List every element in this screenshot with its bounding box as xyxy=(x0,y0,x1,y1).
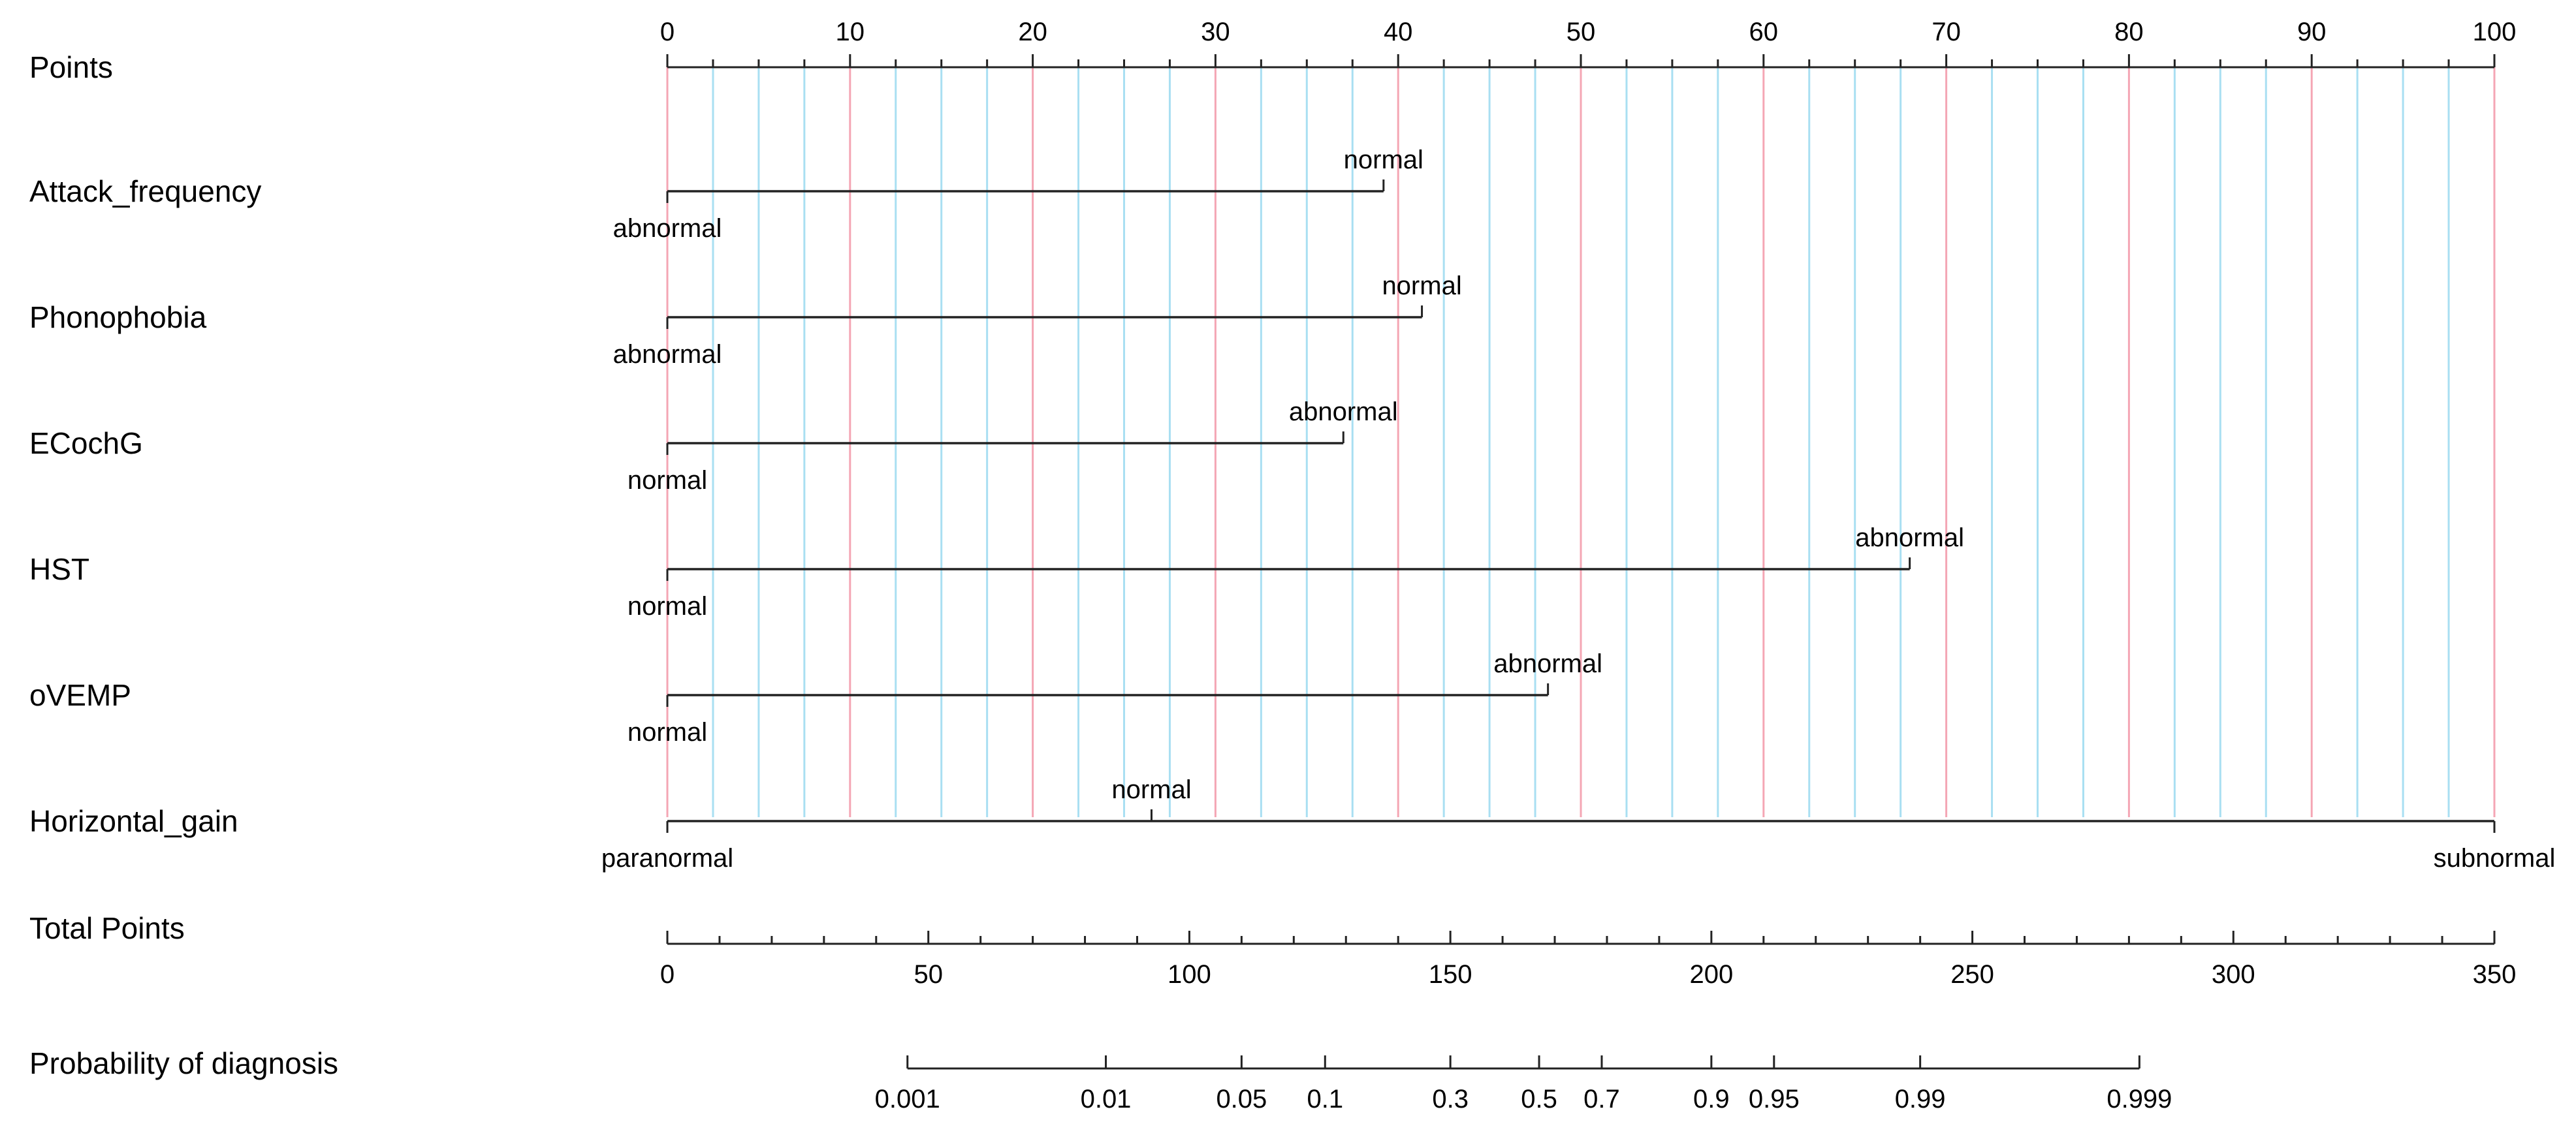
total-tick-label: 200 xyxy=(1689,960,1733,989)
total-tick-label: 100 xyxy=(1168,960,1211,989)
points-tick-label: 100 xyxy=(2473,18,2517,46)
points-tick-label: 30 xyxy=(1201,18,1230,46)
probability-tick-label: 0.99 xyxy=(1895,1085,1946,1114)
total-tick-label: 150 xyxy=(1429,960,1472,989)
row-label-probability: Probability of diagnosis xyxy=(29,1046,338,1080)
level-label: subnormal xyxy=(2434,844,2556,873)
row-label-points: Points xyxy=(29,50,113,84)
probability-tick-label: 0.01 xyxy=(1081,1085,1132,1114)
total-tick-label: 0 xyxy=(660,960,675,989)
level-label: normal xyxy=(628,592,707,621)
row-labels: Points Attack_frequency Phonophobia ECochG H… xyxy=(29,50,338,1080)
points-axis: 0 10 20 30 40 50 60 70 80 90 100 xyxy=(660,18,2517,69)
row-label-variable: ECochG xyxy=(29,426,143,460)
probability-tick-label: 0.9 xyxy=(1693,1085,1730,1114)
points-tick-label: 60 xyxy=(1749,18,1779,46)
level-label: normal xyxy=(628,718,707,747)
probability-tick-label: 0.3 xyxy=(1432,1085,1469,1114)
level-label: abnormal xyxy=(1289,397,1398,426)
points-tick-label: 90 xyxy=(2297,18,2327,46)
level-label: normal xyxy=(1344,146,1423,174)
level-label: abnormal xyxy=(613,214,722,243)
row-label-variable: Horizontal_gain xyxy=(29,804,238,838)
probability-tick-label: 0.1 xyxy=(1307,1085,1343,1114)
probability-tick-label: 0.7 xyxy=(1583,1085,1620,1114)
probability-axis: 0.001 0.01 0.05 0.1 0.3 0.5 0.7 0.9 0.95 0.99 0.99… xyxy=(875,1055,2172,1114)
level-label: paranormal xyxy=(601,844,733,873)
row-label-variable: HST xyxy=(29,552,89,586)
probability-tick-label: 0.05 xyxy=(1216,1085,1267,1114)
total-tick-label: 300 xyxy=(2212,960,2255,989)
probability-tick-label: 0.999 xyxy=(2107,1085,2172,1114)
points-tick-label: 70 xyxy=(1932,18,1961,46)
points-tick-label: 0 xyxy=(660,18,675,46)
probability-tick-label: 0.5 xyxy=(1521,1085,1557,1114)
points-tick-label: 50 xyxy=(1566,18,1596,46)
probability-tick-label: 0.95 xyxy=(1749,1085,1800,1114)
total-tick-label: 250 xyxy=(1950,960,1994,989)
points-tick-label: 10 xyxy=(836,18,865,46)
row-label-variable: oVEMP xyxy=(29,678,131,712)
probability-tick-label: 0.001 xyxy=(875,1085,940,1114)
total-tick-label: 350 xyxy=(2473,960,2517,989)
level-label: normal xyxy=(1382,272,1461,300)
level-label: abnormal xyxy=(1493,649,1602,678)
row-label-variable: Phonophobia xyxy=(29,300,207,334)
level-label: abnormal xyxy=(613,340,722,369)
level-label: normal xyxy=(1111,775,1191,804)
variable-rows: abnormal normal abnormal normal normal abnorm… xyxy=(601,146,2556,873)
level-label: normal xyxy=(628,466,707,495)
points-tick-label: 20 xyxy=(1018,18,1047,46)
row-label-total-points: Total Points xyxy=(29,911,185,945)
total-points-axis: 0 50 100 150 200 250 300 350 xyxy=(660,931,2517,989)
points-tick-label: 80 xyxy=(2114,18,2144,46)
row-label-variable: Attack_frequency xyxy=(29,174,261,208)
points-tick-label: 40 xyxy=(1384,18,1413,46)
total-tick-label: 50 xyxy=(914,960,943,989)
level-label: abnormal xyxy=(1855,523,1964,552)
